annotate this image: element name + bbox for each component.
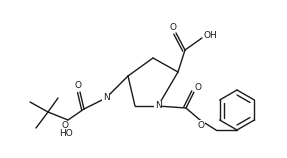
Text: O: O	[75, 82, 82, 91]
Text: O: O	[170, 22, 177, 31]
Text: OH: OH	[203, 30, 217, 40]
Text: N: N	[155, 101, 161, 110]
Text: HO: HO	[59, 128, 73, 137]
Text: O: O	[197, 121, 205, 130]
Text: O: O	[195, 82, 201, 91]
Text: O: O	[61, 122, 69, 131]
Text: N: N	[103, 94, 109, 103]
